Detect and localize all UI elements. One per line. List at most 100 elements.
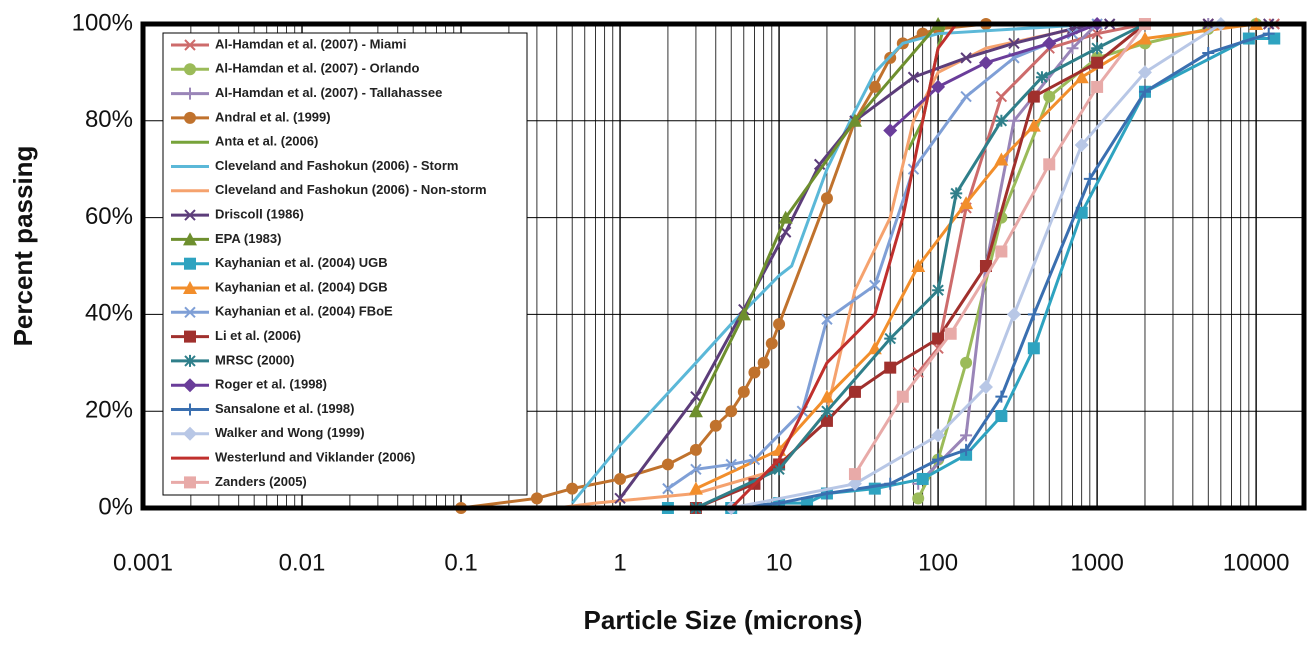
legend-box bbox=[162, 32, 528, 496]
legend-label: Cleveland and Fashokun (2006) - Storm bbox=[215, 158, 458, 173]
marker bbox=[530, 492, 543, 505]
legend-label: Roger et al. (1998) bbox=[215, 377, 327, 392]
legend-marker bbox=[184, 39, 196, 51]
marker bbox=[1027, 308, 1040, 321]
series-line bbox=[695, 22, 1146, 510]
marker bbox=[1091, 42, 1104, 55]
legend-label: Li et al. (2006) bbox=[215, 328, 301, 343]
series-line bbox=[889, 22, 1098, 132]
series-line bbox=[730, 23, 958, 510]
y-tick-label: 20% bbox=[85, 397, 133, 424]
legend-label: Kayhanian et al. (2004) UGB bbox=[215, 255, 388, 270]
legend-marker bbox=[184, 87, 196, 100]
marker bbox=[896, 390, 909, 403]
legend-marker bbox=[183, 378, 197, 393]
legend-marker bbox=[184, 111, 196, 124]
marker bbox=[1137, 65, 1152, 80]
marker bbox=[737, 385, 750, 398]
legend-label: Al-Hamdan et al. (2007) - Tallahassee bbox=[215, 85, 442, 100]
series-line bbox=[730, 22, 1222, 510]
marker bbox=[748, 453, 761, 466]
y-axis-title: Percent passing bbox=[8, 146, 38, 347]
marker bbox=[1074, 138, 1089, 152]
series-line bbox=[667, 37, 1275, 510]
marker bbox=[1262, 27, 1275, 40]
marker bbox=[820, 192, 833, 205]
legend-marker bbox=[183, 232, 197, 246]
marker bbox=[884, 361, 897, 374]
marker bbox=[1027, 90, 1040, 103]
marker bbox=[614, 492, 626, 505]
marker bbox=[960, 52, 972, 64]
marker bbox=[995, 410, 1008, 423]
marker bbox=[1066, 42, 1079, 55]
marker bbox=[661, 458, 674, 471]
legend-marker bbox=[184, 209, 196, 221]
marker bbox=[916, 472, 929, 485]
marker bbox=[868, 80, 881, 93]
marker bbox=[1268, 32, 1281, 45]
marker bbox=[911, 259, 926, 272]
series-line bbox=[556, 22, 1098, 510]
marker bbox=[690, 463, 702, 475]
marker bbox=[1035, 71, 1048, 84]
x-tick-label: 1 bbox=[613, 549, 626, 576]
series-line bbox=[460, 22, 987, 510]
x-tick-label: 0.01 bbox=[279, 549, 326, 576]
x-tick-label: 10000 bbox=[1223, 549, 1290, 576]
marker bbox=[1074, 70, 1089, 84]
marker bbox=[1138, 85, 1151, 98]
marker bbox=[820, 405, 833, 418]
legend-marker bbox=[184, 257, 196, 270]
marker bbox=[884, 477, 897, 490]
marker bbox=[884, 332, 897, 345]
legend-marker bbox=[183, 281, 197, 294]
marker bbox=[978, 380, 993, 394]
marker bbox=[950, 187, 963, 200]
y-tick-label: 80% bbox=[85, 106, 133, 133]
marker bbox=[960, 443, 973, 456]
legend-label: Al-Hamdan et al. (2007) - Orlando bbox=[215, 61, 419, 76]
marker bbox=[662, 482, 674, 495]
legend-marker bbox=[184, 330, 196, 343]
series-line bbox=[571, 22, 1098, 505]
x-tick-label: 0.001 bbox=[113, 549, 173, 576]
marker bbox=[883, 123, 898, 138]
legend-label: Al-Hamdan et al. (2007) - Miami bbox=[215, 36, 406, 51]
marker bbox=[847, 113, 862, 127]
legend-label: Driscoll (1986) bbox=[215, 207, 304, 222]
legend: Al-Hamdan et al. (2007) - Miami Al-Hamdan… bbox=[162, 32, 528, 496]
legend-label: MRSC (2000) bbox=[215, 352, 294, 367]
series-line bbox=[731, 32, 1270, 510]
marker bbox=[869, 279, 881, 292]
marker bbox=[848, 468, 861, 481]
marker bbox=[995, 90, 1008, 103]
marker bbox=[995, 390, 1008, 403]
marker bbox=[960, 356, 973, 369]
legend-label: EPA (1983) bbox=[215, 231, 281, 246]
legend-marker bbox=[184, 476, 196, 489]
marker bbox=[1026, 118, 1041, 132]
legend-marker bbox=[184, 63, 196, 76]
y-tick-label: 60% bbox=[85, 203, 133, 230]
legend-marker bbox=[183, 426, 197, 441]
marker bbox=[932, 332, 945, 345]
legend-label: Sansalone et al. (1998) bbox=[215, 401, 354, 416]
marker bbox=[995, 114, 1008, 127]
marker bbox=[847, 476, 862, 491]
marker bbox=[912, 492, 925, 505]
x-tick-label: 100 bbox=[918, 549, 958, 576]
marker bbox=[931, 79, 946, 94]
marker bbox=[1137, 31, 1152, 45]
marker bbox=[820, 414, 833, 427]
marker bbox=[907, 71, 920, 83]
marker bbox=[995, 245, 1008, 258]
marker bbox=[1083, 172, 1096, 185]
y-tick-label: 0% bbox=[98, 493, 133, 520]
x-tick-label: 0.1 bbox=[444, 549, 477, 576]
marker bbox=[1007, 114, 1020, 127]
legend-label: Kayhanian et al. (2004) FBoE bbox=[215, 304, 393, 319]
marker bbox=[688, 404, 703, 418]
marker bbox=[994, 152, 1009, 166]
